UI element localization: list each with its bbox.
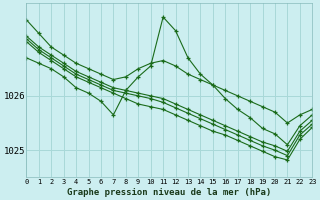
X-axis label: Graphe pression niveau de la mer (hPa): Graphe pression niveau de la mer (hPa) (67, 188, 271, 197)
